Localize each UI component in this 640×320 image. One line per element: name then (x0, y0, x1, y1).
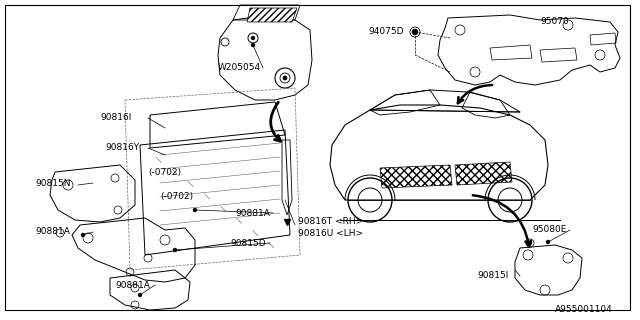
Text: (-0702): (-0702) (148, 167, 181, 177)
Text: 90881A: 90881A (35, 228, 70, 236)
Circle shape (529, 242, 531, 244)
Circle shape (193, 209, 196, 212)
Text: 94075D: 94075D (368, 28, 403, 36)
Circle shape (252, 36, 255, 39)
Text: 90881A: 90881A (235, 209, 270, 218)
Text: 90816U <LH>: 90816U <LH> (298, 229, 363, 238)
Circle shape (547, 241, 550, 244)
Polygon shape (247, 8, 297, 22)
Text: 90815D: 90815D (230, 238, 266, 247)
Polygon shape (455, 162, 512, 185)
Text: 90815I: 90815I (477, 271, 508, 281)
Circle shape (252, 44, 255, 46)
Text: 90881A: 90881A (115, 281, 150, 290)
Text: (-0702): (-0702) (160, 191, 193, 201)
Text: 90816Y: 90816Y (105, 143, 139, 153)
Circle shape (283, 76, 287, 80)
Text: 95070: 95070 (540, 18, 569, 27)
Circle shape (138, 293, 141, 297)
Text: A955001104: A955001104 (555, 306, 612, 315)
Circle shape (81, 234, 84, 236)
Circle shape (413, 29, 417, 35)
Circle shape (173, 249, 177, 252)
Text: 90815N: 90815N (35, 179, 70, 188)
Text: W205054: W205054 (218, 63, 261, 73)
Text: 95080E: 95080E (532, 226, 566, 235)
Text: 90816T <RH>: 90816T <RH> (298, 217, 364, 226)
Text: 90816I: 90816I (100, 114, 131, 123)
Polygon shape (380, 165, 452, 188)
